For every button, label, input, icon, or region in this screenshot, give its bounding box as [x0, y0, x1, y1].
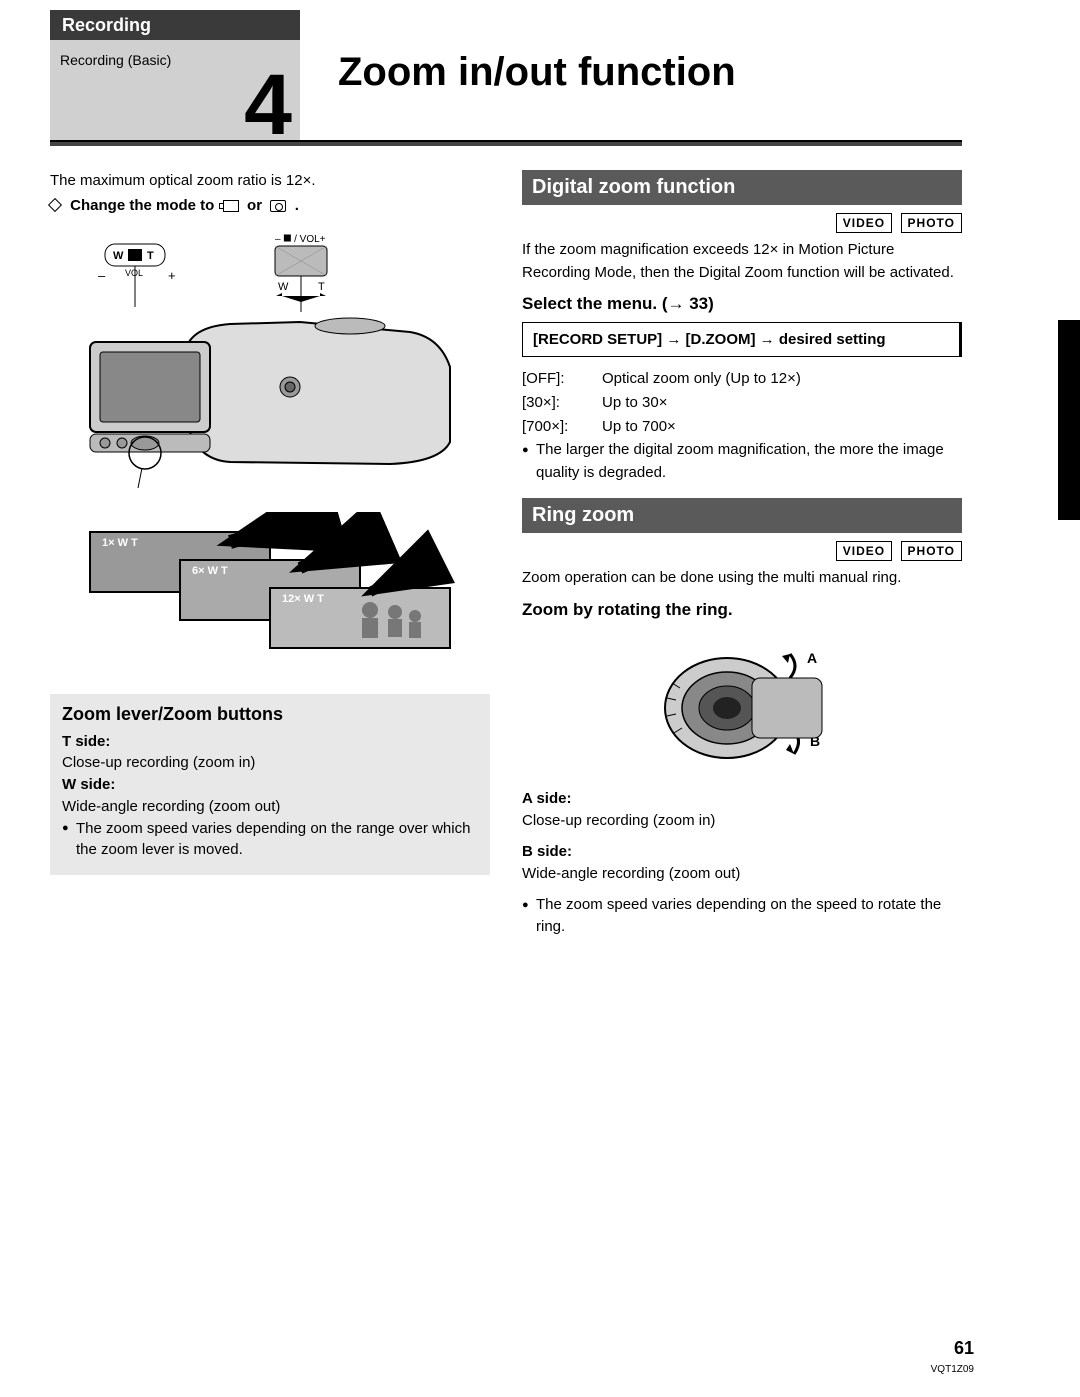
photo-badge: PHOTO	[901, 213, 962, 233]
svg-text:12× W T: 12× W T	[282, 593, 324, 605]
page-title: Zoom in/out function	[338, 50, 736, 95]
option-table: [OFF]:Optical zoom only (Up to 12×) [30×…	[522, 367, 962, 439]
intro-text: The maximum optical zoom ratio is 12×.	[50, 170, 490, 193]
svg-text:6× W T: 6× W T	[192, 565, 228, 577]
ring-step: Zoom by rotating the ring.	[522, 600, 962, 620]
subsection-box: Recording (Basic) 4	[50, 40, 300, 140]
page-number: 61	[954, 1338, 974, 1359]
side-tab	[1058, 320, 1080, 520]
b-side-label: B side:	[522, 843, 572, 860]
digital-badges: VIDEO PHOTO	[522, 213, 962, 233]
svg-text:VOL: VOL	[125, 268, 143, 278]
photo-mode-icon	[270, 200, 286, 212]
digital-note: The larger the digital zoom magnificatio…	[522, 439, 962, 484]
video-badge: VIDEO	[836, 541, 892, 561]
zoom-thumbnails: 1× W T 6× W T 12× W T	[50, 512, 490, 672]
zoom-lever-note: The zoom speed varies depending on the r…	[62, 818, 478, 862]
left-column: The maximum optical zoom ratio is 12×. C…	[50, 170, 490, 947]
t-side-label: T side:	[62, 733, 110, 750]
w-side-text: Wide-angle recording (zoom out)	[62, 796, 478, 818]
divider-rule	[50, 140, 962, 146]
doc-id: VQT1Z09	[931, 1364, 974, 1375]
ring-note: The zoom speed varies depending on the s…	[522, 894, 962, 939]
section-header: Recording	[50, 10, 300, 40]
video-mode-icon	[223, 200, 239, 212]
video-badge: VIDEO	[836, 213, 892, 233]
menu-path-box: [RECORD SETUP] → [D.ZOOM] → desired sett…	[522, 322, 962, 357]
digital-zoom-heading: Digital zoom function	[522, 170, 962, 205]
photo-badge: PHOTO	[901, 541, 962, 561]
svg-text:+: +	[168, 268, 176, 283]
ring-badges: VIDEO PHOTO	[522, 541, 962, 561]
option-row: [30×]:Up to 30×	[522, 391, 962, 415]
option-row: [700×]:Up to 700×	[522, 415, 962, 439]
right-column: Digital zoom function VIDEO PHOTO If the…	[522, 170, 962, 947]
b-side-text: Wide-angle recording (zoom out)	[522, 863, 962, 886]
zoom-lever-box: Zoom lever/Zoom buttons T side: Close-up…	[50, 694, 490, 876]
svg-text:– ⯀ / VOL+: – ⯀ / VOL+	[275, 234, 326, 245]
digital-step: Select the menu. (→ 33)	[522, 294, 962, 314]
mode-suffix: .	[295, 197, 299, 214]
w-side-label: W side:	[62, 776, 115, 793]
ring-illustration: A B	[642, 628, 842, 778]
digital-para: If the zoom magnification exceeds 12× in…	[522, 239, 962, 284]
svg-text:T: T	[318, 281, 325, 293]
w-label: W	[113, 250, 124, 262]
section-title: Recording	[62, 15, 151, 35]
option-row: [OFF]:Optical zoom only (Up to 12×)	[522, 367, 962, 391]
svg-text:W: W	[278, 281, 289, 293]
diamond-icon	[48, 197, 62, 211]
svg-text:–: –	[98, 268, 106, 283]
svg-text:A: A	[807, 650, 817, 666]
zoom-lever-heading: Zoom lever/Zoom buttons	[62, 704, 478, 725]
svg-text:1× W T: 1× W T	[102, 537, 138, 549]
ring-para: Zoom operation can be done using the mul…	[522, 567, 962, 590]
subsection-title: Recording (Basic)	[60, 52, 171, 68]
a-side-label: A side:	[522, 790, 571, 807]
mode-instruction: Change the mode to or .	[50, 197, 490, 214]
content-columns: The maximum optical zoom ratio is 12×. C…	[50, 170, 962, 947]
a-side-text: Close-up recording (zoom in)	[522, 810, 962, 833]
svg-text:T: T	[147, 250, 154, 262]
camera-illustration: W T VOL – + – ⯀ / VOL+ W T	[50, 232, 490, 492]
mode-prefix: Change the mode to	[70, 197, 214, 214]
t-side-text: Close-up recording (zoom in)	[62, 752, 478, 774]
step-number: 4	[244, 62, 292, 148]
mode-or: or	[247, 197, 262, 214]
ring-zoom-heading: Ring zoom	[522, 498, 962, 533]
